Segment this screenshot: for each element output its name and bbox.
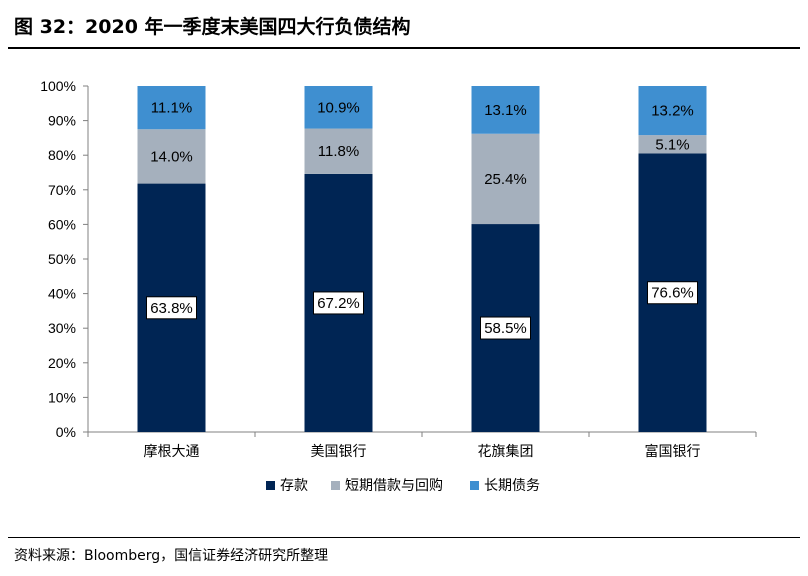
- legend-label: 长期债务: [484, 477, 540, 493]
- data-label-box: [480, 316, 531, 340]
- x-tick-label: 花旗集团: [478, 443, 534, 459]
- legend-label: 存款: [280, 477, 308, 493]
- bar-segment-3: [638, 86, 707, 136]
- data-label: 25.4%: [484, 171, 527, 188]
- legend-swatch: [470, 481, 479, 490]
- x-tick-label: 摩根大通: [144, 443, 200, 459]
- bar-segment-3: [471, 86, 540, 134]
- data-label: 58.5%: [484, 320, 527, 337]
- bar-segment-3: [137, 86, 206, 130]
- data-label: 63.8%: [150, 300, 193, 317]
- y-tick-label: 40%: [48, 286, 76, 302]
- data-label: 13.2%: [651, 103, 694, 120]
- figure-title: 图 32：2020 年一季度末美国四大行负债结构: [14, 16, 411, 38]
- data-label: 10.9%: [317, 99, 360, 116]
- data-label: 11.8%: [318, 143, 359, 160]
- y-tick-label: 60%: [48, 216, 76, 232]
- source-rule: [8, 537, 800, 538]
- y-tick-label: 20%: [48, 355, 76, 371]
- bar-segment-2: [471, 133, 540, 225]
- data-label-box: [146, 296, 197, 320]
- y-tick-label: 80%: [48, 147, 76, 163]
- title-rule: [8, 47, 800, 49]
- data-label: 11.1%: [151, 100, 192, 117]
- bar-segment-2: [137, 129, 206, 184]
- data-label: 67.2%: [317, 295, 360, 312]
- y-tick-label: 30%: [48, 320, 76, 336]
- y-tick-label: 50%: [48, 251, 76, 267]
- y-tick-label: 70%: [48, 182, 76, 198]
- x-tick-label: 富国银行: [645, 443, 701, 459]
- legend-label: 短期借款与回购: [345, 477, 443, 493]
- y-tick-label: 10%: [48, 389, 76, 405]
- data-label-box: [647, 281, 698, 305]
- y-tick-label: 90%: [48, 113, 76, 129]
- data-label: 5.1%: [655, 136, 689, 153]
- data-label: 14.0%: [150, 148, 193, 165]
- x-tick-label: 美国银行: [311, 443, 367, 459]
- y-tick-label: 0%: [56, 424, 76, 440]
- data-label: 13.1%: [484, 102, 527, 119]
- bar-segment-2: [304, 128, 373, 174]
- y-tick-label: 100%: [40, 78, 76, 94]
- data-label: 76.6%: [651, 285, 694, 302]
- source-note: 资料来源：Bloomberg，国信证券经济研究所整理: [14, 548, 329, 564]
- bar-segment-3: [304, 86, 373, 129]
- bar-segment-2: [638, 135, 707, 154]
- legend-swatch: [266, 481, 275, 490]
- data-label-box: [313, 291, 364, 315]
- legend-swatch: [331, 481, 340, 490]
